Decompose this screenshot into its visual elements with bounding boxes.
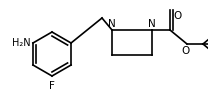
- Text: O: O: [182, 46, 190, 56]
- Text: N: N: [108, 19, 116, 29]
- Text: H₂N: H₂N: [12, 38, 31, 48]
- Text: O: O: [173, 11, 181, 21]
- Text: N: N: [148, 19, 156, 29]
- Text: F: F: [49, 81, 55, 91]
